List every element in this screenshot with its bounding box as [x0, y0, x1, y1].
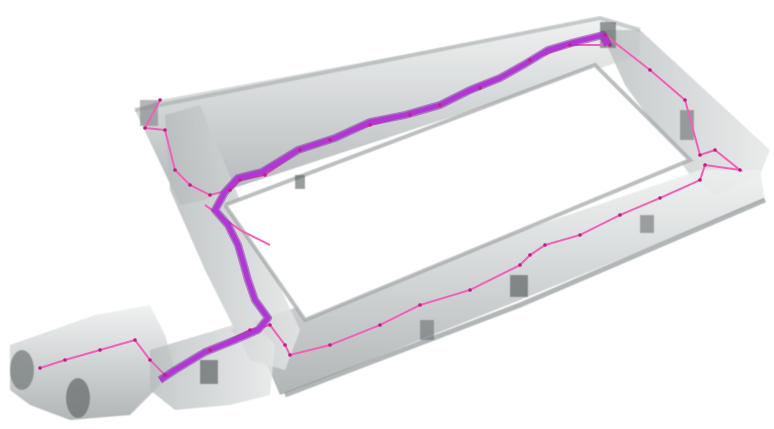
route-node [378, 323, 382, 327]
clutter-1 [200, 360, 218, 384]
route-node [608, 43, 612, 47]
clutter-8 [640, 215, 654, 233]
route-node [38, 366, 42, 370]
inner-courtyard [225, 65, 690, 320]
route-node [368, 123, 372, 127]
route-node [263, 173, 267, 177]
route-node [528, 253, 532, 257]
route-node [738, 168, 742, 172]
clutter-6 [295, 175, 305, 189]
route-node [698, 153, 702, 157]
route-node [578, 233, 582, 237]
route-node [163, 128, 167, 132]
route-node [418, 303, 422, 307]
route-node [238, 178, 242, 182]
route-node [298, 148, 302, 152]
route-node [63, 358, 67, 362]
route-node [228, 188, 232, 192]
column-2 [66, 378, 90, 418]
route-node [288, 353, 292, 357]
route-node [248, 328, 252, 332]
route-node [328, 343, 332, 347]
entrance-room [10, 305, 175, 420]
route-node [208, 348, 212, 352]
clutter-7 [420, 320, 434, 340]
route-node [683, 98, 687, 102]
route-nodes [38, 33, 742, 377]
route-node [283, 343, 287, 347]
route-node [648, 68, 652, 72]
route-node [188, 183, 192, 187]
top-corridor [135, 18, 640, 205]
building-structure [10, 15, 770, 420]
route-node [163, 373, 167, 377]
route-node [543, 243, 547, 247]
route-node [518, 263, 522, 267]
route-node [698, 178, 702, 182]
route-node [703, 163, 707, 167]
route-node [713, 148, 717, 152]
route-node [658, 196, 662, 200]
route-purple [158, 32, 611, 383]
route-node [478, 86, 482, 90]
route-node [568, 43, 572, 47]
route-node [268, 323, 272, 327]
outer-wall-edge-top [134, 15, 641, 112]
route-node [133, 338, 137, 342]
route-node [328, 138, 332, 142]
outer-wall-edge-bottom [284, 197, 766, 398]
route-node [618, 213, 622, 217]
route-node [468, 288, 472, 292]
route-node [148, 358, 152, 362]
route-node [438, 103, 442, 107]
inner-wall-edge [223, 62, 694, 323]
route-node [528, 58, 532, 62]
route-node [173, 168, 177, 172]
route-node [143, 126, 147, 130]
clutter-5 [140, 100, 158, 126]
route-node [98, 348, 102, 352]
column-1 [10, 350, 34, 390]
route-node [603, 33, 607, 37]
route-node [208, 193, 212, 197]
bottom-corridor [230, 170, 765, 395]
clutter-2 [510, 275, 528, 297]
route-node [408, 113, 412, 117]
route-node [158, 98, 162, 102]
